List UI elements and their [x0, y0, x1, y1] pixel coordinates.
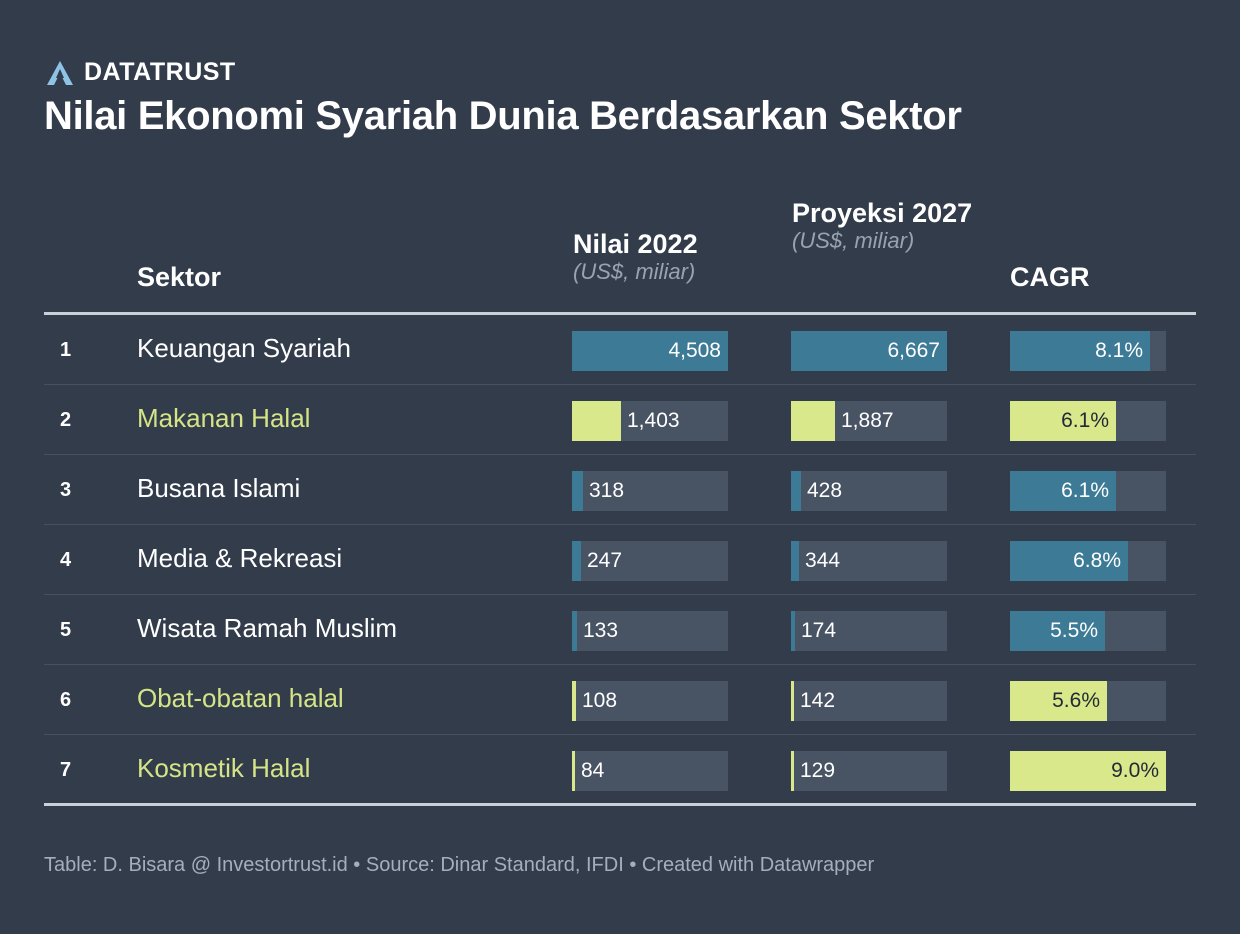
- nilai-2022-fill: [572, 401, 621, 441]
- row-rank: 6: [60, 689, 72, 711]
- table-row: 7 Kosmetik Halal 84 129 9.0%: [44, 735, 1196, 805]
- row-sector: Obat-obatan halal: [137, 683, 344, 713]
- row-rank: 3: [60, 479, 72, 501]
- header-proyeksi-2027-label: Proyeksi 2027: [792, 198, 973, 228]
- proyeksi-2027-bar: 129: [791, 751, 947, 791]
- proyeksi-2027-fill: [791, 611, 795, 651]
- proyeksi-2027-value: 1,887: [841, 409, 894, 432]
- proyeksi-2027-fill: [791, 751, 794, 791]
- row-sector: Wisata Ramah Muslim: [137, 613, 398, 643]
- table-row: 3 Busana Islami 318 428 6.1%: [44, 455, 1196, 525]
- table-row: 6 Obat-obatan halal 108 142 5.6%: [44, 665, 1196, 735]
- nilai-2022-value: 1,403: [627, 409, 680, 432]
- table-row: 4 Media & Rekreasi 247 344 6.8%: [44, 525, 1196, 595]
- nilai-2022-value: 318: [589, 479, 625, 502]
- table-row: 5 Wisata Ramah Muslim 133 174 5.5%: [44, 595, 1196, 665]
- nilai-2022-bar: 318: [572, 471, 728, 511]
- row-sector: Keuangan Syariah: [137, 333, 351, 363]
- proyeksi-2027-fill: [791, 331, 947, 371]
- row-rank: 7: [60, 759, 72, 781]
- proyeksi-2027-bar: 344: [791, 541, 947, 581]
- proyeksi-2027-bar: 428: [791, 471, 947, 511]
- cagr-fill: [1010, 611, 1105, 651]
- header-nilai-2022-unit: (US$, miliar): [573, 259, 696, 284]
- nilai-2022-bar: 247: [572, 541, 728, 581]
- cagr-value: 6.1%: [1061, 409, 1109, 432]
- nilai-2022-fill: [572, 751, 575, 791]
- proyeksi-2027-bar: 174: [791, 611, 947, 651]
- cagr-fill: [1010, 401, 1116, 441]
- proyeksi-2027-bar: 142: [791, 681, 947, 721]
- cagr-bar: 6.1%: [1010, 471, 1166, 511]
- cagr-value: 8.1%: [1095, 339, 1143, 362]
- footer-credits: Table: D. Bisara @ Investortrust.id • So…: [44, 854, 875, 876]
- cagr-bar: 6.1%: [1010, 401, 1166, 441]
- cagr-bar: 6.8%: [1010, 541, 1166, 581]
- nilai-2022-bar: 1,403: [572, 401, 728, 441]
- cagr-fill: [1010, 541, 1128, 581]
- table-row: 2 Makanan Halal 1,403 1,887 6.1%: [44, 385, 1196, 455]
- nilai-2022-value: 84: [581, 759, 605, 782]
- proyeksi-2027-fill: [791, 401, 835, 441]
- brand: DATATRUST: [46, 58, 236, 87]
- nilai-2022-fill: [572, 541, 581, 581]
- proyeksi-2027-value: 142: [800, 689, 836, 712]
- nilai-2022-fill: [572, 681, 576, 721]
- nilai-2022-bar: 133: [572, 611, 728, 651]
- row-rank: 1: [60, 339, 72, 361]
- row-rank: 5: [60, 619, 72, 641]
- proyeksi-2027-fill: [791, 541, 799, 581]
- nilai-2022-bar: 84: [572, 751, 728, 791]
- row-sector: Media & Rekreasi: [137, 543, 343, 573]
- brand-name: DATATRUST: [84, 58, 236, 86]
- chart-title: Nilai Ekonomi Syariah Dunia Berdasarkan …: [44, 94, 962, 138]
- proyeksi-2027-value: 174: [801, 619, 837, 642]
- nilai-2022-value: 133: [583, 619, 619, 642]
- proyeksi-2027-bar: 1,887: [791, 401, 947, 441]
- cagr-value: 6.1%: [1061, 479, 1109, 502]
- row-rank: 2: [60, 409, 72, 431]
- cagr-fill: [1010, 751, 1166, 791]
- row-sector: Busana Islami: [137, 473, 301, 503]
- header-nilai-2022: Nilai 2022 (US$, miliar): [573, 229, 773, 285]
- cagr-fill: [1010, 471, 1116, 511]
- proyeksi-2027-value: 428: [807, 479, 843, 502]
- nilai-2022-value: 108: [582, 689, 618, 712]
- header-cagr: CAGR: [1010, 262, 1090, 292]
- cagr-bar: 5.5%: [1010, 611, 1166, 651]
- cagr-value: 5.6%: [1052, 689, 1100, 712]
- header-proyeksi-2027-unit: (US$, miliar): [792, 228, 915, 253]
- table-top-rule: [44, 312, 1196, 315]
- proyeksi-2027-fill: [791, 681, 794, 721]
- datatrust-logo-icon: [47, 60, 73, 85]
- proyeksi-2027-value: 344: [805, 549, 841, 572]
- proyeksi-2027-value: 129: [800, 759, 836, 782]
- nilai-2022-value: 247: [587, 549, 623, 572]
- proyeksi-2027-bar: 6,667: [791, 331, 947, 371]
- proyeksi-2027-fill: [791, 471, 801, 511]
- cagr-bar: 8.1%: [1010, 331, 1166, 371]
- cagr-fill: [1010, 681, 1107, 721]
- nilai-2022-value: 4,508: [668, 339, 721, 362]
- cagr-value: 9.0%: [1111, 759, 1159, 782]
- nilai-2022-bar: 4,508: [572, 331, 728, 371]
- nilai-2022-fill: [572, 331, 728, 371]
- row-sector: Kosmetik Halal: [137, 753, 311, 783]
- header-sektor: Sektor: [137, 262, 222, 292]
- row-sector: Makanan Halal: [137, 403, 311, 433]
- nilai-2022-fill: [572, 611, 577, 651]
- table-row: 1 Keuangan Syariah 4,508 6,667 8.1%: [44, 315, 1196, 385]
- cagr-value: 6.8%: [1073, 549, 1121, 572]
- nilai-2022-fill: [572, 471, 583, 511]
- table-bottom-rule: [44, 803, 1196, 806]
- cagr-bar: 9.0%: [1010, 751, 1166, 791]
- nilai-2022-bar: 108: [572, 681, 728, 721]
- cagr-value: 5.5%: [1050, 619, 1098, 642]
- cagr-bar: 5.6%: [1010, 681, 1166, 721]
- cagr-fill: [1010, 331, 1150, 371]
- proyeksi-2027-value: 6,667: [887, 339, 940, 362]
- row-rank: 4: [60, 549, 72, 571]
- header-proyeksi-2027: Proyeksi 2027 (US$, miliar): [792, 198, 982, 254]
- header-nilai-2022-label: Nilai 2022: [573, 229, 698, 259]
